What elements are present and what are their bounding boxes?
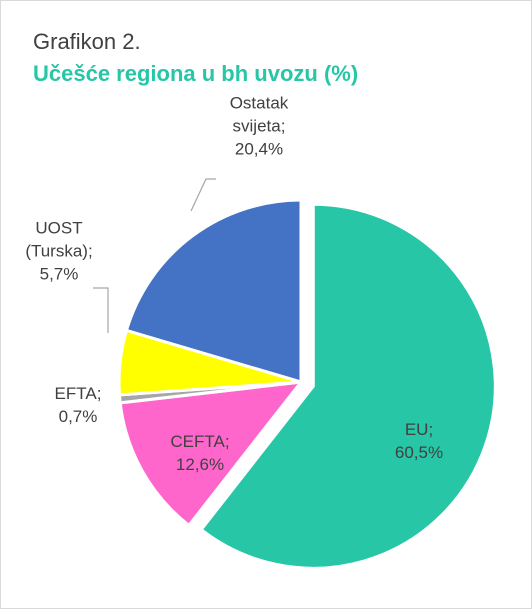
value-label: 60,5% bbox=[394, 443, 444, 462]
value-label: 0,7% bbox=[58, 407, 98, 426]
pie-slice bbox=[199, 202, 497, 570]
category-label: EFTA; bbox=[54, 384, 102, 403]
value-label: 5,7% bbox=[39, 264, 79, 284]
slice-label: EFTA; 0,7% bbox=[48, 382, 108, 428]
chart-title: Grafikon 2. bbox=[33, 29, 141, 54]
chart-subtitle: Učešće regiona u bh uvozu (%) bbox=[33, 61, 359, 86]
category-label: EU; bbox=[404, 420, 434, 439]
value-label: 20,4% bbox=[234, 139, 284, 159]
category-label: CEFTA; bbox=[170, 432, 230, 451]
slice-label: CEFTA; 12,6% bbox=[160, 430, 240, 476]
pie-slice bbox=[124, 198, 303, 385]
value-label: 12,6% bbox=[175, 455, 225, 474]
slice-label: EU; 60,5% bbox=[379, 418, 459, 464]
leader-line bbox=[93, 287, 109, 333]
slice-label: Ostatak svijeta; 20,4% bbox=[214, 92, 304, 161]
pie-slice bbox=[118, 380, 305, 528]
slice-label: UOST (Turska); 5,7% bbox=[9, 217, 109, 286]
leader-line bbox=[190, 178, 216, 212]
category-label: UOST (Turska); bbox=[25, 218, 93, 261]
category-label: Ostatak svijeta; bbox=[229, 93, 289, 136]
